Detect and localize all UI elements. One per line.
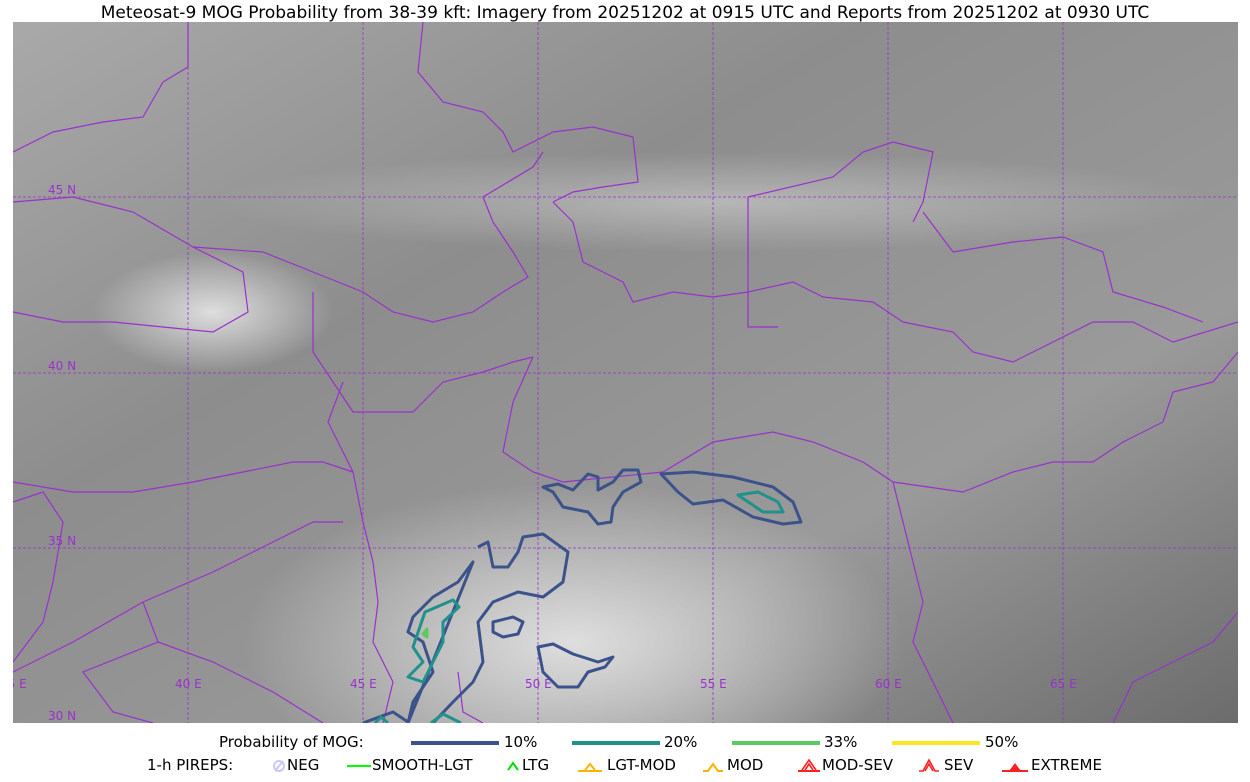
sev-icon (919, 758, 939, 772)
contour-10pct (362, 532, 570, 723)
pireps-legend: 1-h PIREPS: NEG SMOOTH-LGT LTG LGT-MOD M… (0, 756, 1250, 776)
legend-swatch-50 (892, 741, 980, 745)
legend-swatch-20 (572, 741, 660, 745)
lgt-mod-icon (578, 762, 602, 772)
map-title: Meteosat-9 MOG Probability from 38-39 kf… (100, 3, 1150, 23)
legend-label: 20% (664, 733, 698, 751)
mog-contours (362, 468, 803, 723)
country-borders (13, 22, 1238, 723)
lon-label: 40 E (175, 677, 202, 691)
legend-swatch-10 (411, 741, 499, 745)
mod-sev-icon (798, 758, 820, 772)
legend-label: MOD-SEV (822, 756, 893, 774)
legend-label: MOD (727, 756, 764, 774)
legend-title: Probability of MOG: (219, 733, 364, 751)
lat-label: 30 N (48, 709, 76, 723)
smooth-lgt-icon (347, 765, 371, 767)
legend-label: SMOOTH-LGT (372, 756, 473, 774)
legend-title: 1-h PIREPS: (147, 756, 234, 774)
lon-label: 65 E (1050, 677, 1077, 691)
contour-10pct (536, 642, 615, 689)
mog-probability-legend: Probability of MOG: 10% 20% 33% 50% (0, 733, 1250, 753)
lon-label: 45 E (350, 677, 377, 691)
lon-label: 50 E (525, 677, 552, 691)
satellite-map[interactable]: 45 N 40 N 35 N 30 N 35 E 40 E 45 E 50 E … (13, 22, 1238, 723)
cloud-band (243, 482, 903, 723)
lon-label: 55 E (700, 677, 727, 691)
contour-20pct (373, 712, 462, 723)
extreme-icon (1002, 763, 1028, 772)
legend-label: SEV (944, 756, 974, 774)
contour-20pct (406, 598, 461, 684)
contour-20pct (736, 490, 785, 514)
legend-label: LGT-MOD (607, 756, 676, 774)
contour-10pct (659, 470, 803, 526)
neg-icon (273, 760, 285, 772)
legend-label: NEG (287, 756, 320, 774)
contour-10pct (491, 615, 525, 639)
lat-label: 45 N (48, 183, 76, 197)
legend-label: 10% (504, 733, 538, 751)
legend-swatch-33 (732, 741, 820, 745)
lat-label: 40 N (48, 359, 76, 373)
legend-label: 33% (824, 733, 858, 751)
lon-label: 35 E (13, 677, 27, 691)
contour-33pct (421, 627, 429, 639)
mod-icon (703, 762, 723, 772)
lat-label: 35 N (48, 534, 76, 548)
cloud-patch (93, 252, 333, 372)
lon-label: 60 E (875, 677, 902, 691)
legend-label: LTG (522, 756, 550, 774)
lat-lon-grid (13, 22, 1238, 723)
legend-label: EXTREME (1031, 756, 1102, 774)
legend-label: 50% (985, 733, 1019, 751)
contour-10pct (541, 468, 643, 526)
grid-labels: 45 N 40 N 35 N 30 N 35 E 40 E 45 E 50 E … (13, 183, 1077, 723)
ltg-icon (507, 761, 519, 771)
